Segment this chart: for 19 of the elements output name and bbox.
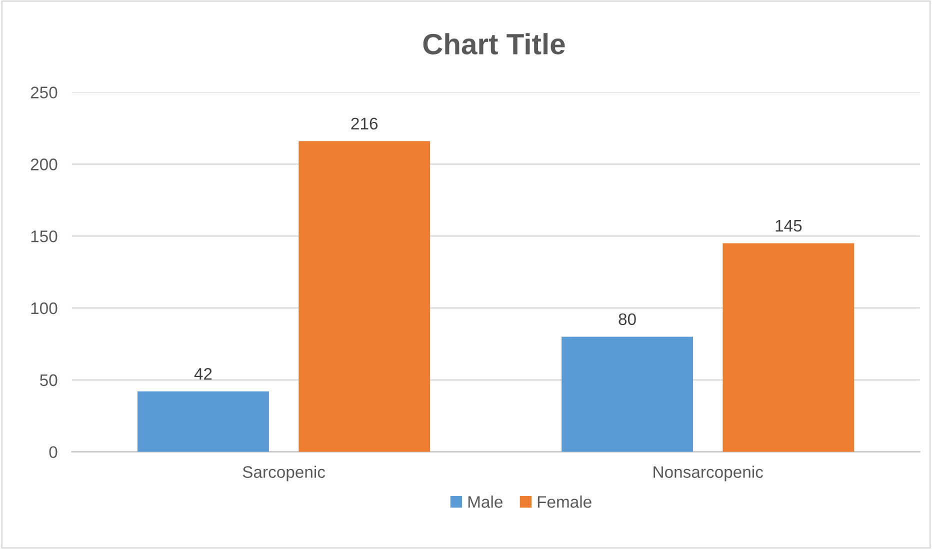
y-tick-label: 250	[30, 86, 58, 98]
data-label: 80	[618, 313, 636, 326]
bar	[298, 141, 430, 452]
data-label: 42	[194, 368, 212, 380]
data-label: 216	[351, 118, 378, 130]
bar	[562, 336, 694, 452]
chart-title: Chart Title	[423, 33, 565, 54]
x-tick-label: Sarcopenic	[242, 466, 326, 482]
y-tick-label: 150	[31, 230, 58, 242]
y-tick-label: 50	[40, 374, 58, 386]
legend-label: Female	[538, 496, 592, 508]
legend-label: Male	[468, 496, 502, 508]
bar	[722, 243, 854, 452]
data-label: 145	[776, 220, 802, 232]
x-tick-label: Nonsarcopenic	[654, 466, 764, 482]
y-tick-label: 200	[30, 158, 58, 170]
y-tick-label: 0	[49, 446, 58, 458]
y-tick-label: 100	[31, 302, 58, 314]
bar	[137, 391, 269, 452]
